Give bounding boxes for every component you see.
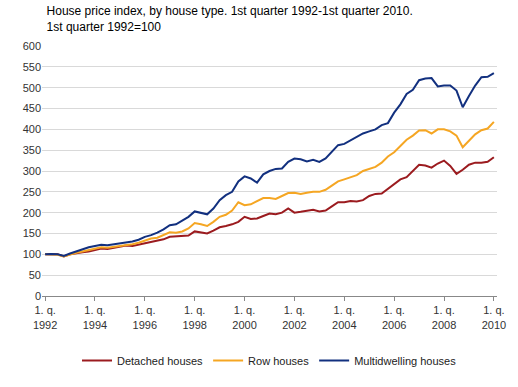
svg-text:House price index, by house ty: House price index, by house type. 1st qu… <box>47 4 413 34</box>
svg-text:600: 600 <box>23 40 41 52</box>
svg-text:450: 450 <box>23 102 41 114</box>
svg-text:550: 550 <box>23 61 41 73</box>
svg-text:500: 500 <box>23 82 41 94</box>
svg-text:1. q.1992: 1. q.1992 <box>33 304 57 330</box>
svg-text:1. q.2010: 1. q.2010 <box>482 304 506 330</box>
svg-text:50: 50 <box>29 269 41 281</box>
svg-text:100: 100 <box>23 248 41 260</box>
svg-text:200: 200 <box>23 207 41 219</box>
svg-text:350: 350 <box>23 144 41 156</box>
svg-text:1. q.1998: 1. q.1998 <box>182 304 206 330</box>
svg-text:Row houses: Row houses <box>248 355 309 367</box>
svg-text:1. q.2006: 1. q.2006 <box>382 304 406 330</box>
svg-text:1. q.2008: 1. q.2008 <box>432 304 456 330</box>
svg-text:1. q.2000: 1. q.2000 <box>232 304 256 330</box>
svg-text:300: 300 <box>23 165 41 177</box>
svg-text:Multidwelling houses: Multidwelling houses <box>354 355 456 367</box>
svg-text:1. q.2002: 1. q.2002 <box>282 304 306 330</box>
svg-text:250: 250 <box>23 186 41 198</box>
svg-text:150: 150 <box>23 227 41 239</box>
svg-text:Detached houses: Detached houses <box>117 355 203 367</box>
svg-text:1. q.1994: 1. q.1994 <box>83 304 107 330</box>
svg-text:400: 400 <box>23 123 41 135</box>
svg-text:1. q.1996: 1. q.1996 <box>133 304 157 330</box>
svg-text:1. q.2004: 1. q.2004 <box>332 304 356 330</box>
svg-text:0: 0 <box>35 290 41 302</box>
